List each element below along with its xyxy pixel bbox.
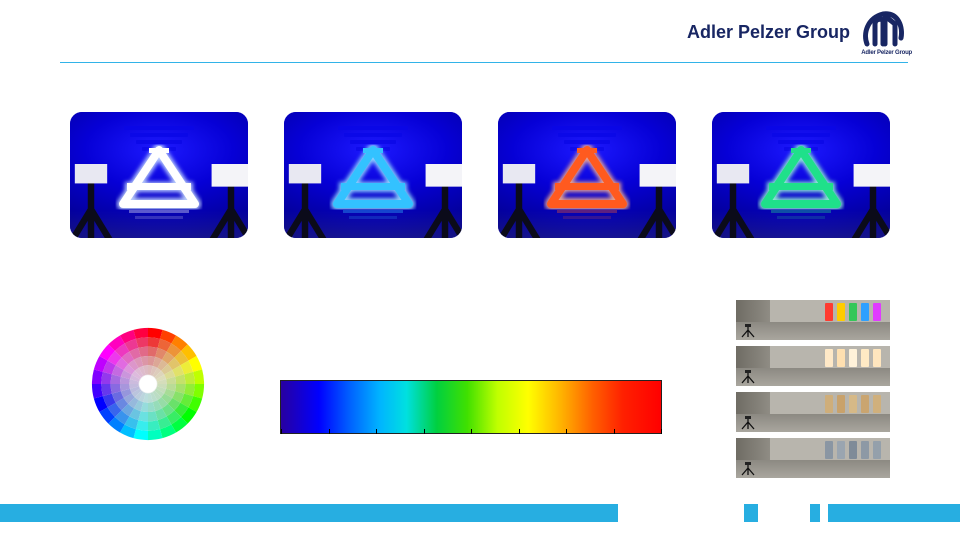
camera-icon <box>740 324 756 338</box>
tripod-icon <box>858 202 888 236</box>
logo-caption: Adler Pelzer Group <box>861 50 912 56</box>
room-thumbnail <box>736 392 890 432</box>
room-thumbnail <box>736 300 890 340</box>
color-wheel <box>90 326 206 442</box>
camera-icon <box>740 416 756 430</box>
tripod-icon <box>718 202 748 236</box>
room-thumbnail <box>736 438 890 478</box>
spectrum-bar <box>280 380 662 434</box>
tripod-icon <box>504 202 534 236</box>
tripod-icon <box>216 202 246 236</box>
company-name: Adler Pelzer Group <box>687 22 850 43</box>
panel-row <box>70 112 890 238</box>
lighting-panel <box>70 112 248 238</box>
lighting-panel <box>712 112 890 238</box>
slide-header: Adler Pelzer Group Adler Pelzer Group <box>0 0 960 64</box>
tripod-icon <box>290 202 320 236</box>
room-stack <box>736 300 890 484</box>
spectrum-ticks <box>281 429 661 434</box>
footer-bar <box>0 504 960 522</box>
header-divider <box>60 62 908 63</box>
camera-icon <box>740 462 756 476</box>
tripod-icon <box>644 202 674 236</box>
tripod-icon <box>76 202 106 236</box>
lighting-panel <box>498 112 676 238</box>
lighting-panel <box>284 112 462 238</box>
company-logo-icon <box>861 10 905 50</box>
tripod-icon <box>430 202 460 236</box>
room-thumbnail <box>736 346 890 386</box>
camera-icon <box>740 370 756 384</box>
